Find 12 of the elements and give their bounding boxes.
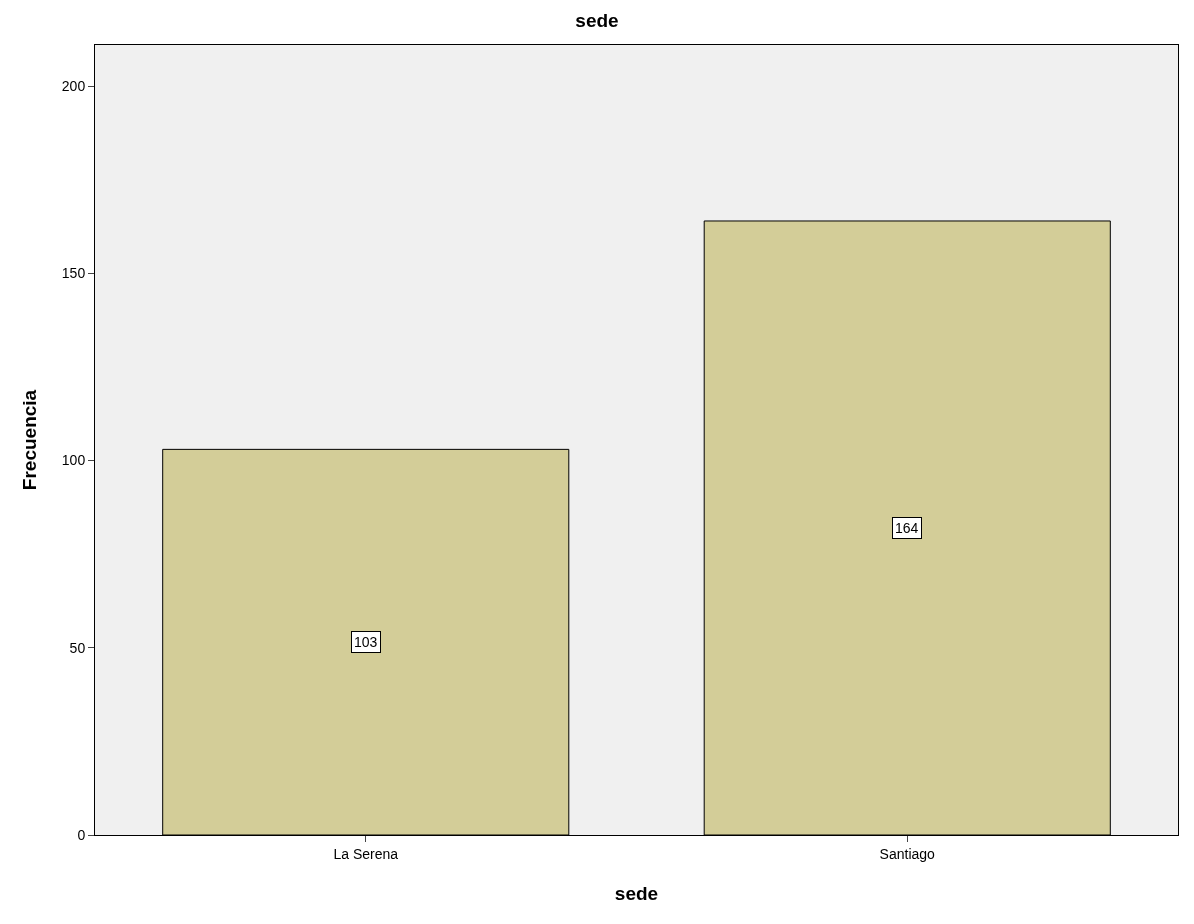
y-tick-label: 0 — [77, 826, 86, 843]
y-tick-label: 150 — [61, 265, 86, 282]
x-axis-title: sede — [614, 882, 659, 904]
data-label: 164 — [895, 520, 919, 536]
y-axis-title: Frecuencia — [18, 389, 40, 491]
y-tick-label: 50 — [69, 639, 86, 656]
y-tick-label: 200 — [61, 78, 86, 95]
data-label: 103 — [354, 634, 378, 650]
chart-title: sede — [575, 10, 619, 32]
y-tick-label: 100 — [61, 452, 86, 469]
x-tick-label: La Serena — [333, 845, 399, 862]
x-tick-label: Santiago — [879, 845, 936, 862]
